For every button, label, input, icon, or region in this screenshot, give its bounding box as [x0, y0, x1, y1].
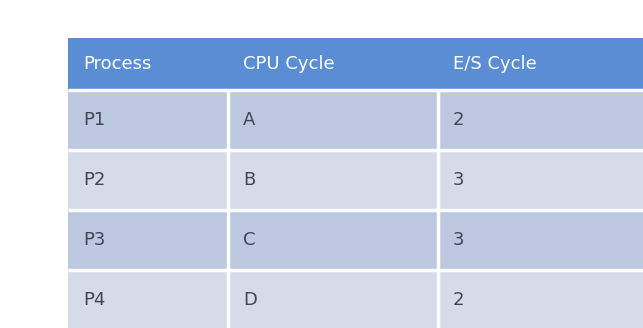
Text: 3: 3 [453, 231, 464, 249]
Bar [68, 270, 228, 328]
Bar [228, 90, 438, 150]
Bar [68, 38, 228, 90]
Text: P4: P4 [83, 291, 105, 309]
Bar [228, 150, 438, 210]
Bar [228, 38, 438, 90]
Bar [68, 90, 228, 150]
Bar [228, 210, 438, 270]
Text: A: A [243, 111, 255, 129]
Text: 3: 3 [453, 171, 464, 189]
Text: Process: Process [83, 55, 151, 73]
Bar [68, 210, 228, 270]
Bar [438, 150, 643, 210]
Text: 2: 2 [453, 291, 464, 309]
Bar [438, 270, 643, 328]
Text: B: B [243, 171, 255, 189]
Bar [438, 38, 643, 90]
Text: E/S Cycle: E/S Cycle [453, 55, 537, 73]
Text: D: D [243, 291, 257, 309]
Bar [438, 210, 643, 270]
Text: 2: 2 [453, 111, 464, 129]
Text: P3: P3 [83, 231, 105, 249]
Text: C: C [243, 231, 255, 249]
Bar [68, 150, 228, 210]
Bar [438, 90, 643, 150]
Text: P2: P2 [83, 171, 105, 189]
Bar [228, 270, 438, 328]
Text: CPU Cycle: CPU Cycle [243, 55, 334, 73]
Text: P1: P1 [83, 111, 105, 129]
